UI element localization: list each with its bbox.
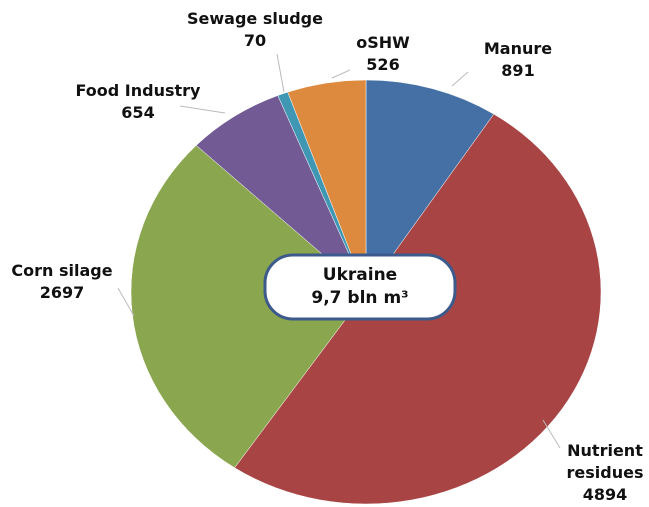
- center-value: 9,7 bln m³: [311, 288, 409, 308]
- label-name: Food Industry: [75, 81, 201, 100]
- slice-label: oSHW 526: [343, 32, 423, 76]
- leader-line: [542, 419, 561, 449]
- center-box: [263, 253, 457, 321]
- slice-label: Corn silage 2697: [0, 260, 124, 304]
- label-name: Nutrient residues: [566, 441, 644, 482]
- leader-line: [276, 53, 285, 93]
- label-name: Manure: [483, 39, 553, 58]
- label-name: Sewage sludge: [187, 9, 323, 28]
- center-label: Ukraine 9,7 bln m³: [266, 256, 454, 318]
- slice-label: Sewage sludge 70: [180, 8, 330, 52]
- pie-slice: [130, 145, 367, 469]
- slice-label: Manure 891: [470, 38, 566, 82]
- label-value: 891: [501, 61, 535, 80]
- label-value: 70: [243, 31, 267, 50]
- pie-slice: [365, 79, 495, 293]
- leader-line: [331, 69, 351, 79]
- label-value: 2697: [39, 283, 85, 302]
- label-name: oSHW: [356, 33, 410, 52]
- leader-line: [179, 105, 226, 114]
- label-value: 526: [366, 55, 400, 74]
- pie-slice: [287, 79, 367, 293]
- slice-label: Nutrient residues 4894: [562, 440, 648, 506]
- leader-line: [451, 71, 469, 87]
- label-value: 4894: [582, 485, 628, 504]
- leader-line: [117, 287, 135, 317]
- label-value: 654: [121, 103, 155, 122]
- center-title: Ukraine: [322, 265, 398, 285]
- slice-label: Food Industry 654: [58, 80, 218, 124]
- label-name: Corn silage: [11, 261, 113, 280]
